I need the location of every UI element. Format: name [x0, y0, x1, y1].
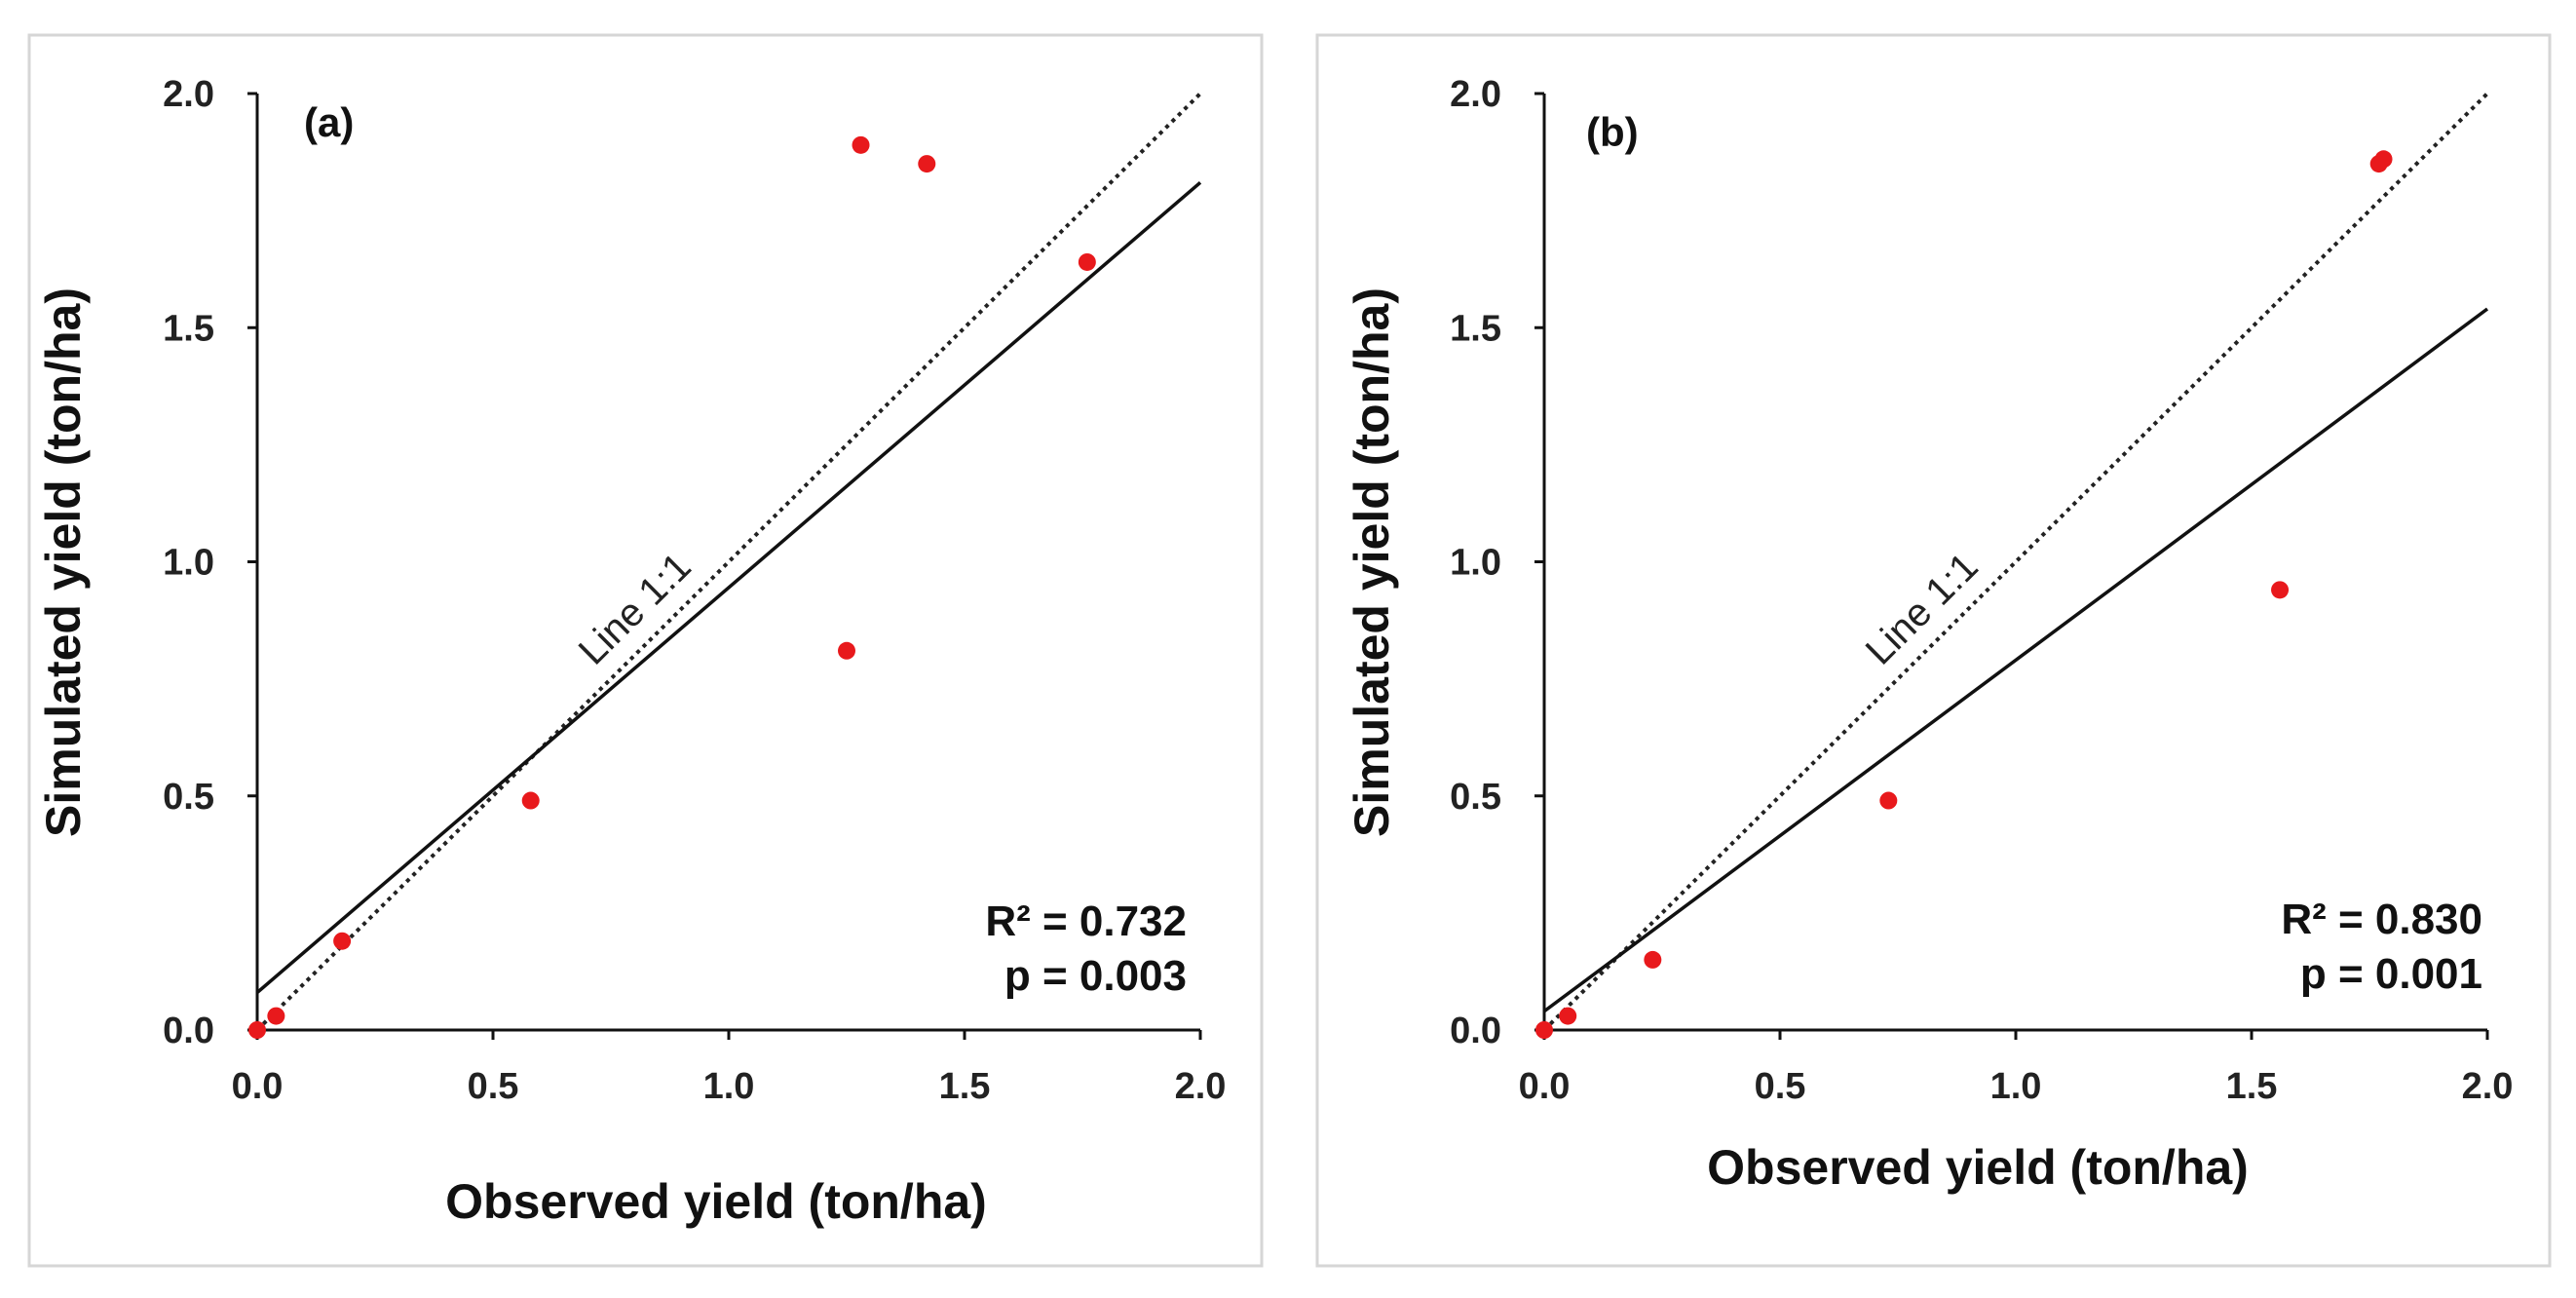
panel-a-y-title: Simulated yield (ton/ha) — [36, 287, 91, 837]
panel-a-x-tick-label: 1.5 — [939, 1066, 991, 1107]
panel-b-label: (b) — [1586, 109, 1639, 155]
panel-a-frame — [27, 33, 1264, 1268]
panel-a-data-point — [838, 641, 855, 660]
panel-a-x-tick-label: 2.0 — [1175, 1066, 1227, 1107]
panel-a-data-point — [267, 1007, 285, 1025]
panel-a-y-tick-label: 2.0 — [163, 74, 214, 115]
panel-b-identity-line — [1542, 92, 2489, 1032]
panel-b-y-tick-label: 1.0 — [1450, 543, 1501, 584]
panel-b-p: p = 0.001 — [2300, 950, 2482, 998]
panel-b-y-tick-label: 1.5 — [1450, 308, 1501, 349]
panel-a-identity-line — [255, 92, 1202, 1032]
panel-b-y-title: Simulated yield (ton/ha) — [1345, 287, 1399, 837]
panel-a-x-tick-label: 0.5 — [468, 1066, 519, 1107]
panel-b-data-point — [1644, 950, 1662, 969]
panel-b-r2: R² = 0.830 — [2281, 896, 2482, 943]
panel-a-data-point — [248, 1021, 266, 1039]
panel-a-data-point — [1078, 252, 1096, 271]
panel-b-y-tick-label: 0.5 — [1450, 777, 1501, 818]
panel-a-regression-line — [255, 180, 1202, 994]
panel-b-frame — [1315, 33, 2552, 1268]
panel-a-data-point — [852, 135, 870, 154]
panel-a-x-title: Observed yield (ton/ha) — [445, 1174, 987, 1229]
panel-b-x-tick-label: 0.5 — [1755, 1066, 1806, 1107]
panel-a-r2: R² = 0.732 — [985, 897, 1187, 945]
panel-a-data-point — [333, 932, 352, 950]
panel-b-y-tick-label: 0.0 — [1450, 1011, 1501, 1051]
panel-a-y-tick-label: 1.0 — [163, 543, 214, 584]
panel-b-data-point — [2271, 581, 2290, 599]
panel-a: 0.00.00.50.51.01.01.51.52.02.0 (a) Line … — [36, 74, 1226, 1229]
panel-b-x-tick-label: 1.5 — [2226, 1066, 2278, 1107]
panel-b-x-tick-label: 1.0 — [1990, 1066, 2042, 1107]
panel-a-y-tick-label: 0.0 — [163, 1011, 214, 1051]
panel-b-x-tick-label: 0.0 — [1519, 1066, 1571, 1107]
panel-a-y-tick-label: 1.5 — [163, 308, 214, 349]
panel-b-x-title: Observed yield (ton/ha) — [1707, 1140, 2249, 1195]
panel-a-label: (a) — [304, 99, 354, 145]
panel-b-regression-line — [1542, 307, 2489, 1013]
panel-b-x-tick-label: 2.0 — [2462, 1066, 2514, 1107]
panel-a-x-tick-label: 1.0 — [703, 1066, 755, 1107]
panel-a-x-tick-label: 0.0 — [232, 1066, 284, 1107]
panel-b: 0.00.00.50.51.01.01.51.52.02.0 (b) Line … — [1345, 74, 2513, 1195]
panel-b-data-point — [1879, 791, 1898, 810]
panel-a-data-point — [521, 791, 540, 810]
panel-a-data-point — [918, 155, 936, 173]
panel-b-data-point — [1559, 1007, 1577, 1025]
panel-a-p: p = 0.003 — [1004, 952, 1187, 1000]
panel-b-y-tick-label: 2.0 — [1450, 74, 1501, 115]
panel-b-data-point — [1535, 1021, 1553, 1039]
panel-a-y-tick-label: 0.5 — [163, 777, 214, 818]
panel-b-data-point — [2374, 150, 2393, 169]
